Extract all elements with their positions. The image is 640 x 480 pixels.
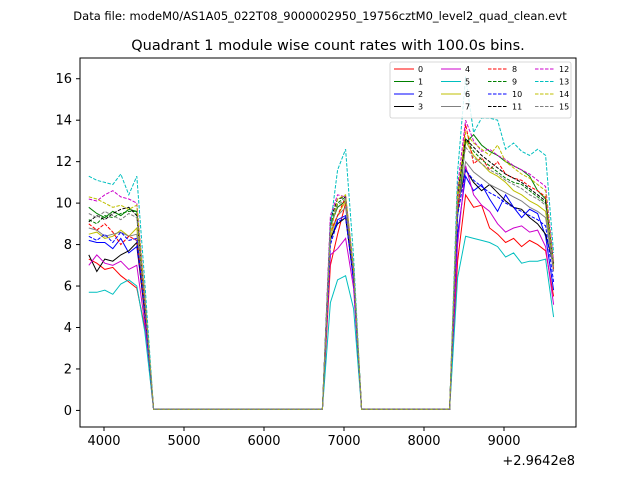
series-line-14 [88,131,555,410]
legend-label-4: 4 [465,65,470,74]
y-tick-label: 4 [64,321,72,336]
axes-frame [79,57,577,428]
series-line-4 [88,165,555,410]
series-line-0 [88,193,555,410]
legend-label-0: 0 [418,65,423,74]
legend-label-3: 3 [418,102,423,111]
series-line-1 [88,133,555,410]
y-tick-label: 6 [64,280,72,295]
y-tick-label: 16 [55,72,72,87]
y-tick-label: 10 [55,197,72,212]
series-line-13 [88,76,555,410]
x-tick-label: 9000 [487,434,520,449]
series-line-5 [88,235,555,410]
y-tick-label: 2 [64,362,72,377]
legend-label-2: 2 [418,90,423,99]
legend-label-14: 14 [559,90,569,99]
series-line-7 [88,160,555,410]
x-tick-label: 6000 [247,434,280,449]
y-tick-label: 8 [64,238,72,253]
legend-label-10: 10 [512,90,522,99]
legend-label-1: 1 [418,77,423,86]
series-line-12 [88,120,555,410]
y-tick-label: 12 [55,155,72,170]
legend-label-6: 6 [465,90,470,99]
series-line-10 [88,168,555,410]
y-tick-label: 14 [55,114,72,129]
series-line-8 [88,124,555,410]
x-tick-label: 5000 [167,434,200,449]
series-line-6 [88,139,555,410]
x-offset-label: +2.9642e8 [502,454,575,469]
legend-label-7: 7 [465,102,470,111]
legend-label-12: 12 [559,65,569,74]
legend-label-15: 15 [559,102,569,111]
data-file-label: Data file: modeM0/AS1A05_022T08_90000029… [73,9,567,23]
series-layer [88,76,555,410]
x-tick-label: 4000 [87,434,120,449]
legend-label-11: 11 [512,102,522,111]
legend-label-9: 9 [512,77,517,86]
legend-label-13: 13 [559,77,569,86]
y-axis: 0 2 4 6 8 10 12 14 16 [55,72,80,419]
legend-label-5: 5 [465,77,470,86]
chart-title: Quadrant 1 module wise count rates with … [131,38,525,54]
y-tick-label: 0 [64,404,72,419]
series-line-15 [88,145,555,410]
x-tick-label: 8000 [407,434,440,449]
x-axis: 4000 5000 6000 7000 8000 9000 [87,427,521,449]
legend-label-8: 8 [512,65,517,74]
x-tick-label: 7000 [327,434,360,449]
legend-box [389,61,572,119]
series-line-3 [88,168,555,410]
